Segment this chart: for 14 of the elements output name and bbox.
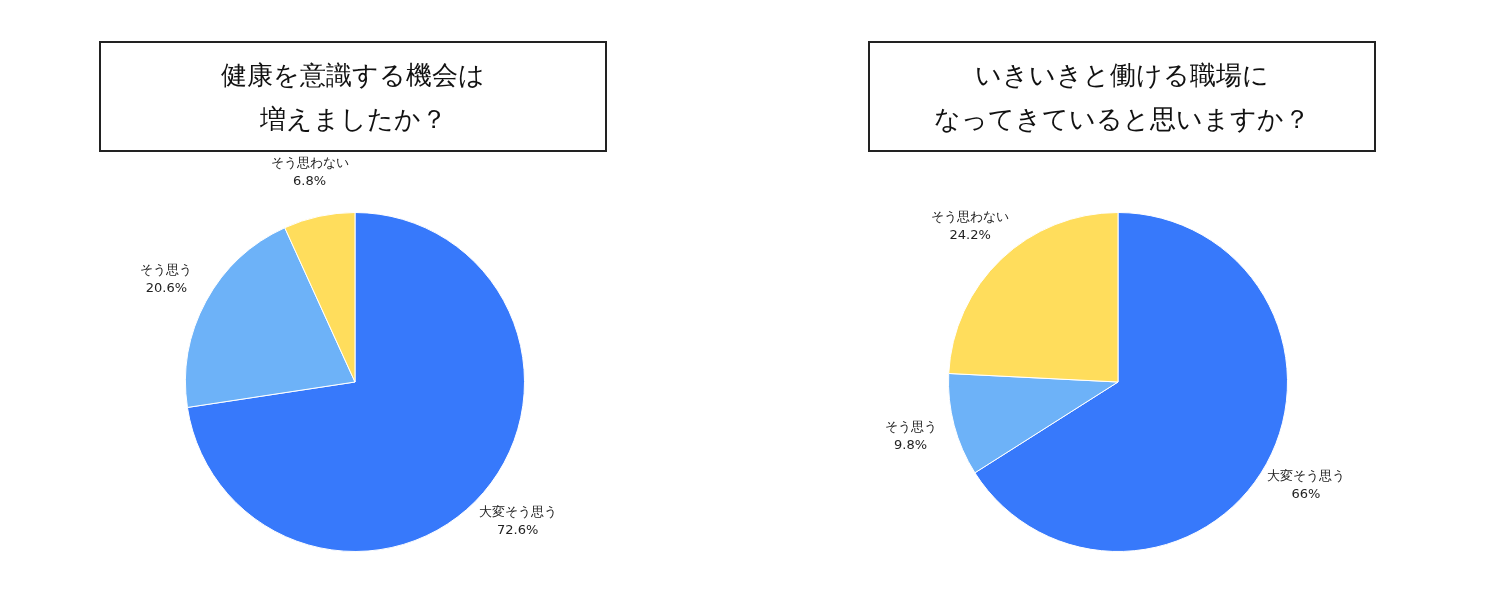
data-label: 9.8% [894,437,928,453]
chart-title: 健康を意識する機会は増えましたか？ [221,58,485,136]
data-label: 6.8% [293,172,327,188]
data-label: 20.6% [145,280,188,296]
slice-label: 大変そう思う [1266,467,1345,483]
data-label: 72.6% [497,522,539,538]
data-label: 24.2% [949,226,991,242]
slice-label: そう思わない [270,154,349,170]
slice-label: そう思う [140,262,193,278]
slice-label: そう思う [884,419,937,435]
slice-label: そう思わない [931,208,1010,224]
chart-title: いきいきと働ける職場になってきていると思いますか？ [934,58,1310,136]
slice-label: 大変そう思う [478,504,557,520]
data-label: 66% [1291,485,1321,501]
